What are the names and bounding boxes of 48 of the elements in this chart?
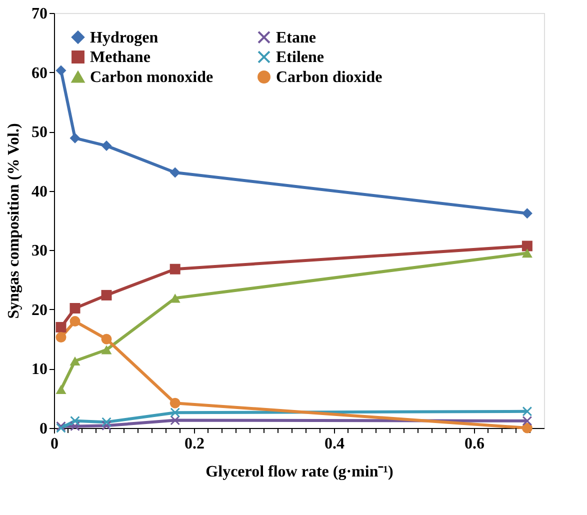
point: [70, 421, 80, 432]
y-tick-label: 40: [32, 183, 48, 200]
point: [170, 408, 180, 418]
point: [522, 416, 532, 426]
point: [170, 294, 180, 303]
point: [170, 167, 180, 178]
point: [522, 240, 532, 252]
legend-label: Carbon dioxide: [276, 69, 382, 86]
legend-label: Methane: [90, 49, 150, 66]
y-tick-label: 0: [40, 420, 48, 438]
point: [56, 65, 66, 76]
point: [101, 140, 112, 152]
legend-label: Etilene: [276, 49, 324, 66]
point: [70, 416, 80, 426]
point: [170, 264, 180, 274]
y-tick-label: 20: [32, 302, 48, 319]
point: [56, 332, 66, 343]
x-tick-label: 0.2: [184, 436, 204, 452]
point: [170, 398, 180, 408]
legend-label: Carbon monoxide: [90, 69, 214, 86]
point: [522, 406, 532, 416]
point: [522, 208, 532, 219]
point: [101, 334, 112, 344]
legend-label: Etane: [276, 29, 316, 46]
point: [101, 290, 112, 300]
y-tick-label: 70: [32, 6, 48, 22]
y-tick-label: 30: [32, 242, 48, 260]
y-tick-label: 50: [32, 124, 48, 142]
point: [522, 422, 532, 434]
point: [70, 316, 80, 327]
x-tick-label: 0.6: [464, 436, 484, 452]
point: [70, 356, 80, 366]
point: [70, 303, 80, 314]
point: [522, 248, 532, 258]
x-tick-label: 0: [50, 436, 58, 452]
y-tick-label: 60: [32, 64, 48, 82]
legend-label: Hydrogen: [90, 29, 158, 46]
point: [170, 415, 180, 426]
point: [56, 322, 66, 332]
point: [101, 345, 112, 354]
point: [102, 420, 112, 431]
point: [102, 417, 112, 428]
y-tick-label: 10: [32, 361, 48, 378]
x-axis-title: Glycerol flow rate (g·min⁻¹): [206, 464, 394, 480]
x-tick-label: 0.4: [324, 436, 344, 452]
point: [56, 384, 66, 394]
y-axis-title: Syngas composition (% Vol.): [6, 123, 22, 319]
point: [70, 132, 80, 144]
